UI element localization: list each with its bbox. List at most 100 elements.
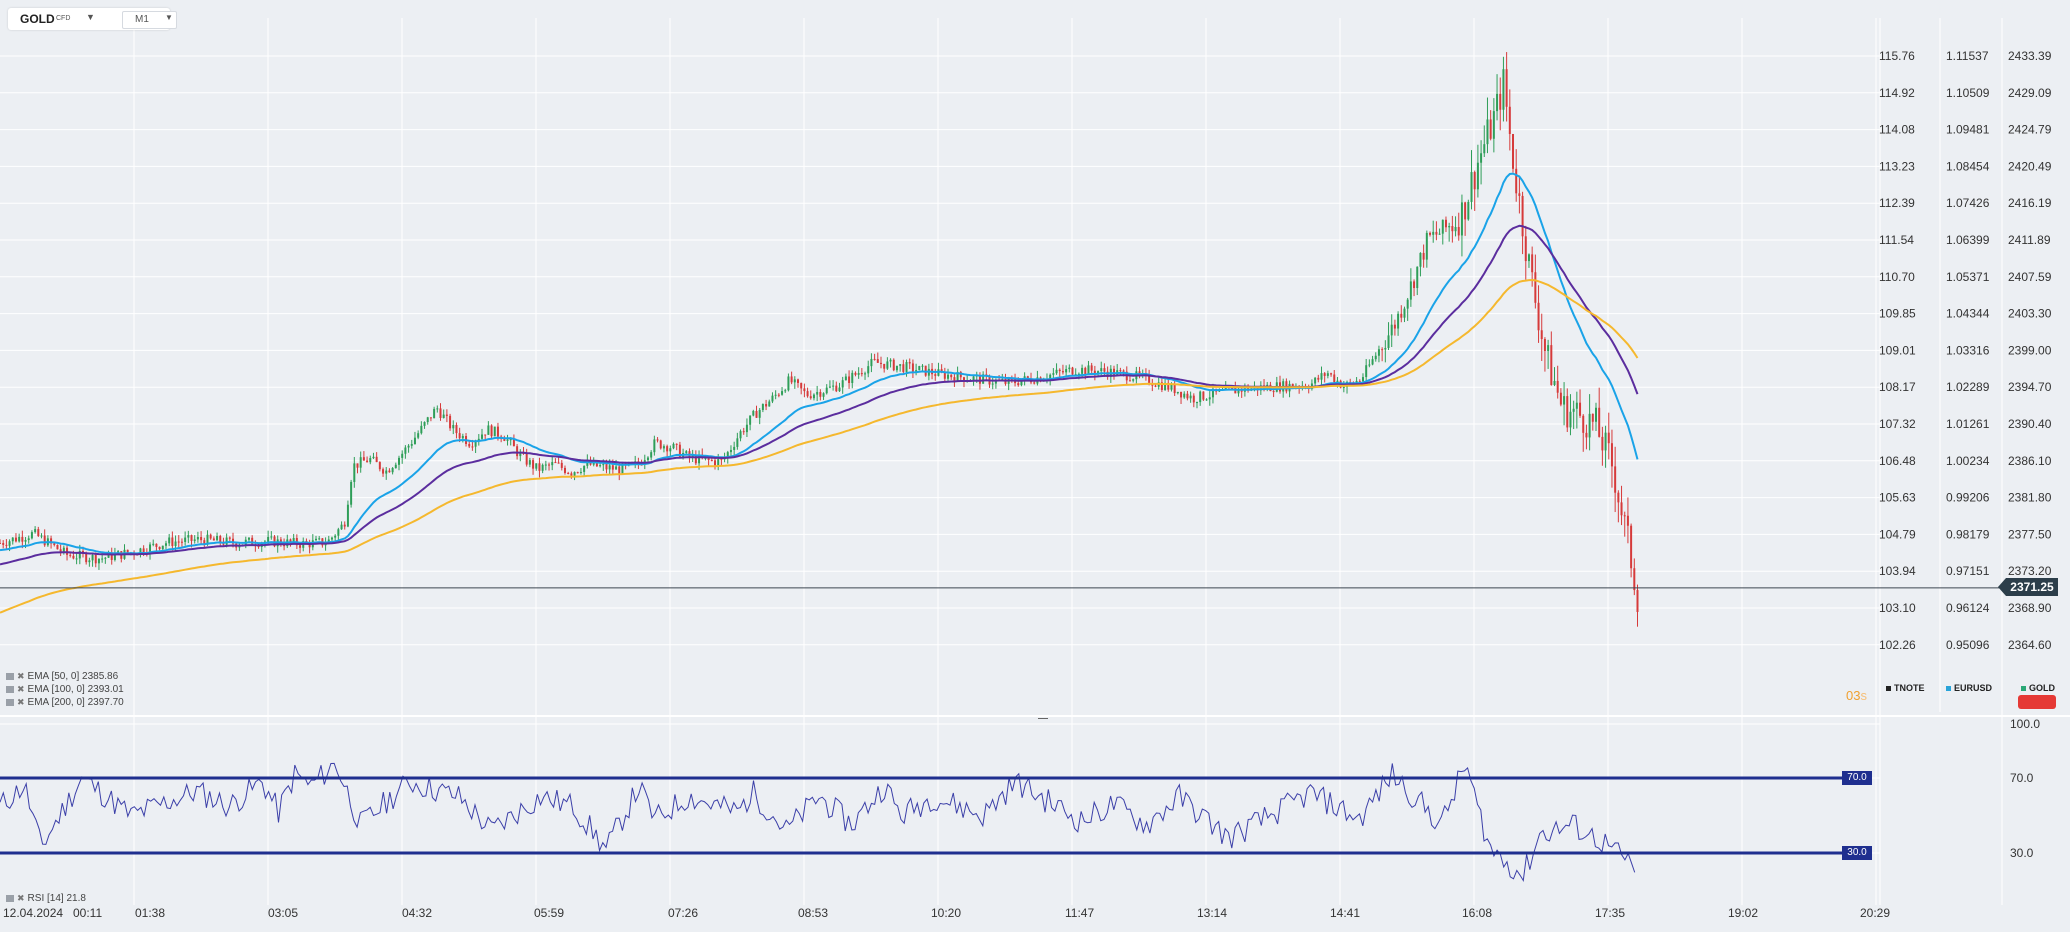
candle-body (142, 548, 145, 554)
y-axis-tick-label: 2433.39 (2008, 49, 2052, 63)
x-axis-tick-label: 11:47 (1065, 906, 1094, 920)
price-tag-arrow (1998, 578, 2006, 596)
candle-body (1355, 380, 1358, 384)
close-icon[interactable]: ✖ (17, 684, 25, 694)
candle-body (24, 540, 27, 542)
indicator-legend-item[interactable]: ✖ EMA [200, 0] 2397.70 (6, 696, 124, 709)
candle-body (608, 465, 611, 470)
candle-body (742, 431, 745, 433)
candle-body (40, 535, 43, 537)
rsi-panel (0, 762, 1870, 882)
panel-resize-handle[interactable] (1038, 718, 1048, 719)
candle-body (1061, 371, 1064, 373)
candle-body (685, 451, 688, 453)
candle-body (1416, 266, 1419, 289)
candle-body (902, 364, 905, 372)
candle-body (439, 408, 442, 418)
candle-body (729, 449, 732, 453)
candle-body (350, 481, 353, 505)
y-axis-tick-label: 111.54 (1879, 233, 1914, 247)
candle-body (203, 540, 206, 545)
candle-body (1534, 272, 1537, 303)
candle-body (1572, 408, 1575, 412)
candle-body (1365, 365, 1368, 378)
indicator-legend-item[interactable]: ✖ EMA [100, 0] 2393.01 (6, 683, 124, 696)
candle-body (950, 374, 953, 378)
candle-body (1540, 330, 1543, 340)
candle-body (1543, 339, 1546, 351)
candle-body (1103, 368, 1106, 372)
chevron-down-icon[interactable]: ▼ (86, 12, 95, 22)
settings-icon[interactable] (6, 894, 14, 902)
series-tab-tnote[interactable]: TNOTE (1886, 683, 1925, 693)
candle-body (1093, 370, 1096, 375)
candle-body (704, 457, 707, 459)
indicator-legend-item[interactable]: ✖ EMA [50, 0] 2385.86 (6, 670, 124, 683)
candle-body (1582, 415, 1585, 433)
candle-body (187, 535, 190, 538)
candle-body (200, 537, 203, 541)
candle-body (353, 463, 356, 482)
candle-body (487, 425, 490, 435)
series-tab-eurusd[interactable]: EURUSD (1946, 683, 1992, 693)
y-axis-tick-label: 2416.19 (2008, 196, 2052, 210)
candle-body (650, 452, 653, 458)
timeframe-select[interactable]: M1 ▼ (122, 11, 177, 29)
candle-body (21, 536, 24, 542)
candle-body (1183, 393, 1186, 398)
candle-body (599, 465, 602, 467)
settings-icon[interactable] (6, 685, 14, 693)
candle-body (0, 542, 1, 544)
candle-body (1196, 402, 1198, 404)
candle-body (1422, 252, 1425, 260)
candle-body (1451, 226, 1454, 232)
candle-body (886, 361, 889, 369)
candle-body (583, 465, 586, 472)
candle-body (56, 544, 59, 550)
series-tab-gold[interactable]: GOLD (2021, 683, 2055, 693)
candle-body (512, 439, 515, 447)
candle-body (407, 445, 410, 448)
candle-body (761, 404, 764, 410)
candle-body (879, 362, 882, 364)
candle-body (557, 462, 560, 464)
close-icon[interactable]: ✖ (17, 893, 25, 903)
candle-body (1202, 391, 1205, 400)
candle-body (1342, 387, 1345, 389)
rsi-legend[interactable]: ✖ RSI [14] 21.8 (6, 893, 86, 904)
candle-body (155, 543, 158, 547)
y-axis-tick-label: 104.79 (1879, 527, 1916, 541)
candle-body (991, 383, 994, 385)
symbol-selector[interactable]: GOLD CFD ▼ M1 ▼ (8, 8, 177, 30)
candle-body (1556, 380, 1559, 393)
settings-icon[interactable] (6, 672, 14, 680)
candle-body (848, 376, 851, 384)
candle-body (1524, 236, 1527, 262)
candle-body (69, 554, 72, 556)
chevron-down-icon[interactable]: ▼ (165, 13, 173, 22)
candle-body (315, 538, 318, 541)
candle-body (1291, 383, 1294, 388)
settings-icon[interactable] (6, 698, 14, 706)
x-axis-tick-label: 07:26 (668, 906, 698, 920)
candle-body (164, 543, 167, 546)
timeframe-label: M1 (135, 14, 149, 25)
candle-body (206, 534, 209, 545)
close-icon[interactable]: ✖ (17, 697, 25, 707)
y-axis-tick-label: 1.05371 (1946, 270, 1990, 284)
candle-body (417, 433, 420, 438)
candle-body (739, 431, 742, 439)
ema-lines (0, 172, 1639, 614)
candle-body (1630, 525, 1633, 569)
candle-body (442, 414, 445, 418)
candle-body (420, 425, 423, 434)
candle-body (391, 468, 394, 473)
candle-body (503, 439, 506, 441)
gold-series-badge[interactable] (2018, 695, 2056, 709)
candle-body (158, 546, 161, 550)
candle-body (1432, 231, 1435, 235)
close-icon[interactable]: ✖ (17, 671, 25, 681)
candle-body (768, 401, 771, 407)
candle-body (1049, 374, 1052, 380)
